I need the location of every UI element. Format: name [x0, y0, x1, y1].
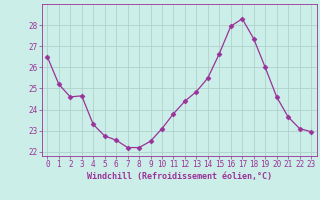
X-axis label: Windchill (Refroidissement éolien,°C): Windchill (Refroidissement éolien,°C) — [87, 172, 272, 181]
